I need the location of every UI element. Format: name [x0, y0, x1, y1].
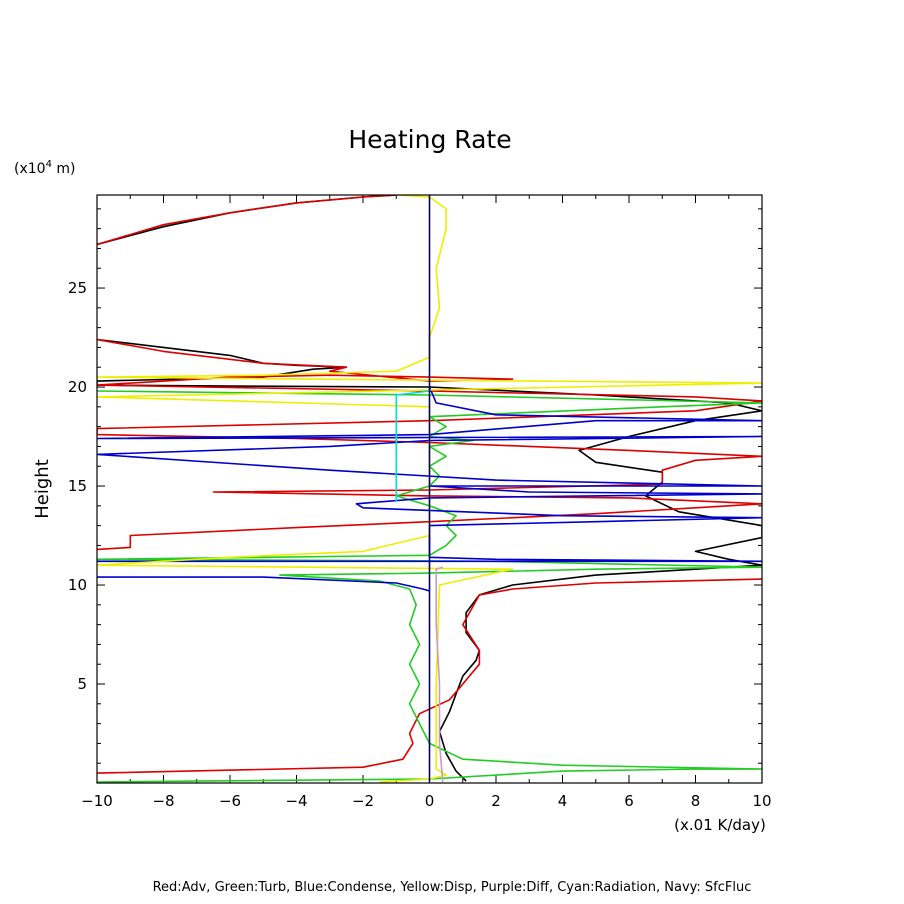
legend-text: Red:Adv, Green:Turb, Blue:Condense, Yell… — [153, 880, 752, 895]
y-tick-label: 10 — [68, 576, 87, 594]
x-tick-label: 4 — [558, 792, 568, 810]
x-tick-label: −2 — [352, 792, 374, 810]
y-unit-exponent: 4 — [46, 159, 52, 170]
x-tick-label: −8 — [152, 792, 174, 810]
y-axis-label: Height — [32, 459, 53, 519]
x-tick-label: −6 — [219, 792, 241, 810]
series-line-condense — [97, 576, 430, 592]
series-line-radiation — [395, 390, 430, 502]
y-tick-label: 15 — [68, 477, 87, 495]
x-tick-label: −10 — [81, 792, 113, 810]
x-tick-label: 8 — [691, 792, 701, 810]
y-tick-label: 5 — [77, 675, 87, 693]
chart-title: Heating Rate — [348, 125, 511, 154]
x-tick-label: 6 — [624, 792, 634, 810]
plot-frame — [96, 194, 763, 784]
series-line-adv-top — [97, 195, 397, 246]
series-line-condense-mid — [97, 386, 762, 563]
x-tick-label: 2 — [491, 792, 501, 810]
series-line-total-top — [97, 195, 397, 246]
y-unit-suffix: m) — [52, 161, 76, 177]
x-tick-label: 0 — [425, 792, 435, 810]
y-tick-label: 25 — [68, 279, 87, 297]
x-tick-label: 10 — [752, 792, 771, 810]
x-axis-unit-label: (x.01 K/day) — [674, 816, 766, 834]
y-tick-label: 20 — [68, 378, 87, 396]
x-tick-label: −4 — [285, 792, 307, 810]
y-unit-label: (x104 m) — [14, 159, 76, 177]
plot-area: −10 −8 −6 −4 −2 0 2 4 6 8 10 5 10 15 20 25 — [68, 194, 772, 810]
series-line-adv — [97, 578, 762, 774]
y-unit-prefix: (x10 — [14, 161, 46, 177]
series-line-diff — [435, 566, 444, 783]
